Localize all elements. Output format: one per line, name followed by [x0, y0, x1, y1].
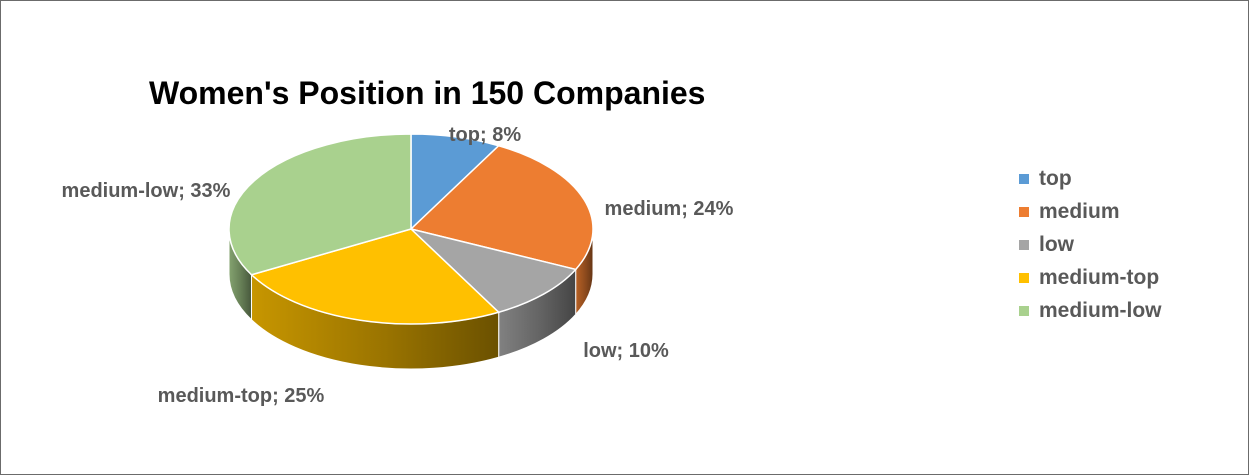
legend-swatch-medium-low [1019, 306, 1029, 316]
pie-slice-medium-top [250, 228, 501, 325]
data-label-medium-low: medium-low; 33% [62, 180, 231, 202]
legend-label-medium-low: medium-low [1039, 299, 1162, 322]
pie-top-faces [228, 133, 594, 325]
pie-slice-medium-low [228, 133, 412, 276]
legend: top medium low medium-top medium-low [1019, 167, 1162, 322]
data-label-top: top; 8% [449, 124, 521, 146]
legend-label-top: top [1039, 167, 1072, 190]
pie-plot-area [228, 133, 594, 370]
legend-label-low: low [1039, 233, 1075, 256]
legend-label-medium: medium [1039, 200, 1120, 223]
legend-swatch-medium-top [1019, 273, 1029, 283]
data-labels: top; 8% medium; 24% low; 10% medium-top; 25… [62, 124, 734, 407]
data-label-low: low; 10% [583, 340, 669, 362]
legend-label-medium-top: medium-top [1039, 266, 1159, 289]
legend-swatch-low [1019, 240, 1029, 250]
pie-slice-low [408, 227, 578, 314]
pie-slice-medium [409, 144, 594, 271]
legend-swatch-medium [1019, 207, 1029, 217]
data-label-medium: medium; 24% [605, 198, 734, 220]
data-label-medium-top: medium-top; 25% [158, 385, 325, 407]
pie-slice-top [410, 133, 501, 231]
chart-title: Women's Position in 150 Companies [149, 75, 705, 111]
legend-swatch-top [1019, 174, 1029, 184]
